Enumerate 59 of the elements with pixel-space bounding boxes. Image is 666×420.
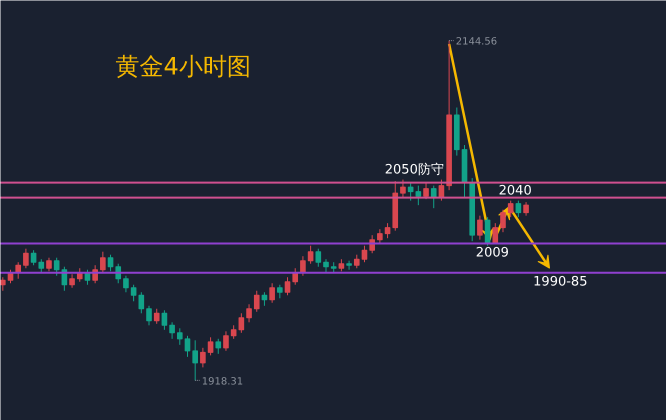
annotation: 1918.31 bbox=[202, 376, 244, 388]
ref-line-label: 2009 bbox=[476, 245, 509, 260]
candlestick bbox=[277, 284, 283, 299]
candlestick bbox=[354, 254, 360, 269]
candlestick bbox=[269, 282, 275, 304]
candlestick bbox=[346, 260, 352, 270]
candlestick bbox=[508, 200, 514, 218]
candlestick bbox=[162, 310, 168, 330]
candlestick bbox=[377, 228, 383, 244]
candlestick bbox=[323, 258, 329, 274]
candlestick bbox=[69, 274, 75, 288]
candlestick bbox=[100, 251, 106, 274]
candlestick bbox=[46, 257, 52, 272]
candlestick bbox=[38, 258, 44, 274]
candlestick bbox=[308, 245, 314, 264]
candlestick bbox=[215, 338, 222, 354]
candlestick bbox=[477, 215, 483, 240]
candlestick bbox=[262, 292, 268, 306]
candlestick bbox=[416, 185, 422, 206]
annotation: 2144.56 bbox=[456, 36, 498, 48]
ref-line-label: 2040 bbox=[498, 184, 532, 199]
candlestick bbox=[246, 304, 252, 323]
candlestick bbox=[230, 324, 236, 340]
candlestick bbox=[284, 276, 290, 296]
candlestick bbox=[192, 340, 198, 381]
candlestick bbox=[154, 308, 160, 324]
ref-line-label: 2050防守 bbox=[384, 162, 444, 178]
candlestick bbox=[200, 347, 206, 368]
candlestick bbox=[338, 258, 344, 272]
text: 黄金4小时图 bbox=[116, 52, 251, 80]
candlestick bbox=[8, 269, 14, 284]
candlestick bbox=[315, 248, 322, 268]
candlestick bbox=[362, 245, 368, 263]
candlestick bbox=[330, 262, 336, 274]
candlestick bbox=[23, 248, 29, 269]
candlestick bbox=[384, 222, 390, 239]
candlestick bbox=[238, 312, 244, 334]
candlestick bbox=[484, 216, 490, 246]
candlestick bbox=[500, 209, 506, 233]
ref-line-label: 1990-85 bbox=[533, 274, 588, 290]
candlestick bbox=[54, 257, 60, 276]
candlestick bbox=[0, 276, 6, 292]
candlestick bbox=[208, 336, 214, 356]
candlestick bbox=[176, 328, 183, 346]
candlestick bbox=[30, 250, 36, 266]
candlestick bbox=[408, 182, 414, 202]
candlestick bbox=[523, 202, 529, 216]
candlestick bbox=[146, 305, 152, 326]
candlestick bbox=[423, 182, 429, 200]
candlestick bbox=[108, 254, 114, 272]
candlestick bbox=[516, 200, 522, 218]
candlestick bbox=[138, 292, 144, 314]
candlestick bbox=[254, 290, 260, 312]
candlestick bbox=[400, 179, 406, 198]
candlestick bbox=[130, 284, 136, 302]
candlestick bbox=[169, 322, 175, 340]
candlestick bbox=[123, 275, 129, 293]
candlestick bbox=[184, 335, 190, 358]
candlestick bbox=[223, 330, 229, 352]
